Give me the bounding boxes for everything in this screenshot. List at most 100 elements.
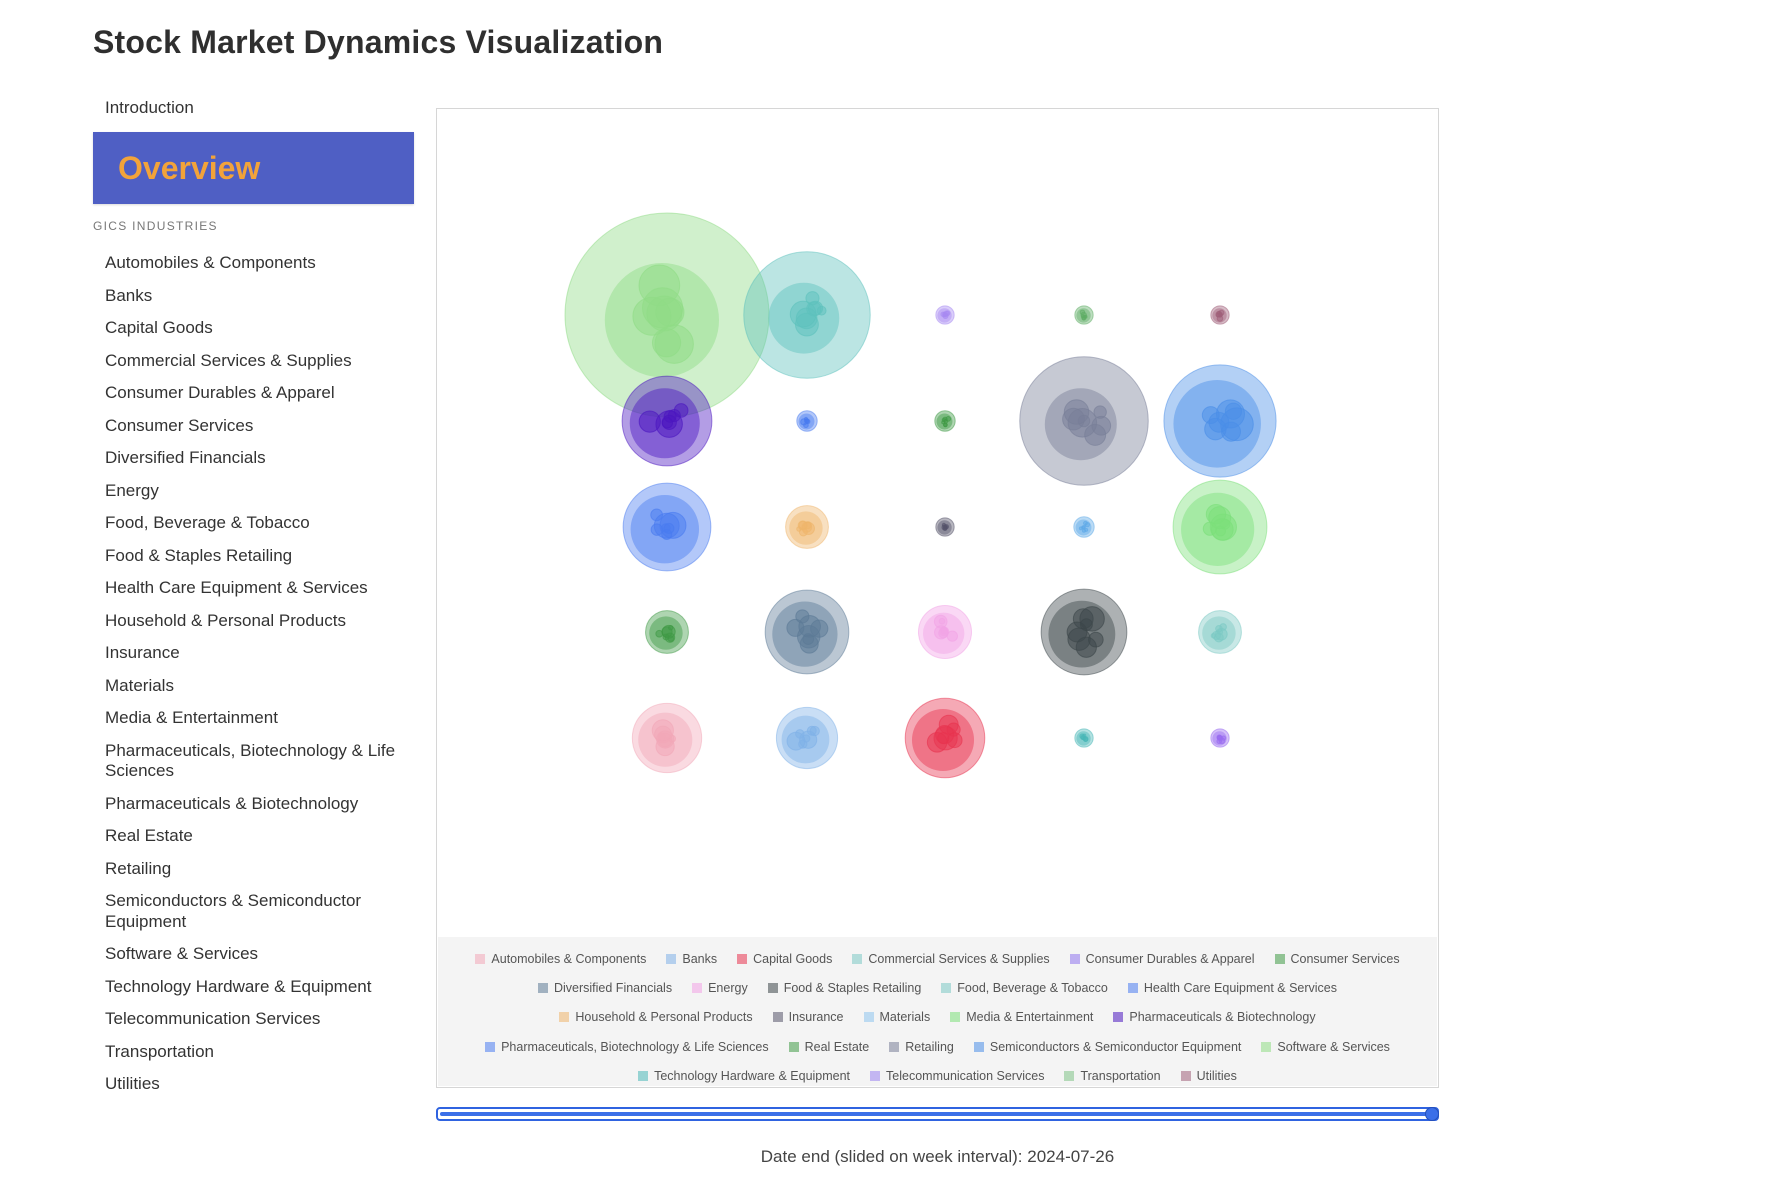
- company-bubble[interactable]: [1220, 421, 1242, 442]
- company-bubble[interactable]: [651, 328, 682, 358]
- nav-item-industry[interactable]: Utilities: [105, 1074, 160, 1093]
- company-bubble[interactable]: [946, 630, 959, 642]
- industry-bubble[interactable]: [631, 702, 703, 774]
- company-bubble[interactable]: [638, 410, 661, 433]
- company-bubble[interactable]: [945, 415, 952, 422]
- nav-item-industry[interactable]: Technology Hardware & Equipment: [105, 976, 372, 996]
- industry-bubble[interactable]: [764, 589, 850, 675]
- legend-item[interactable]: Food, Beverage & Tobacco: [941, 981, 1108, 995]
- industry-bubble[interactable]: [796, 410, 818, 432]
- industry-bubble[interactable]: [1019, 356, 1149, 486]
- industry-bubble[interactable]: [1210, 305, 1230, 325]
- company-bubble[interactable]: [1215, 312, 1221, 318]
- company-bubble[interactable]: [650, 508, 663, 522]
- legend-item[interactable]: Utilities: [1180, 1069, 1237, 1083]
- legend-item[interactable]: Transportation: [1064, 1069, 1161, 1083]
- industry-bubble[interactable]: [621, 375, 713, 467]
- legend-item[interactable]: Food & Staples Retailing: [767, 981, 921, 995]
- nav-item-industry[interactable]: Food & Staples Retailing: [105, 545, 293, 565]
- company-bubble[interactable]: [1210, 518, 1234, 541]
- legend-item[interactable]: Diversified Financials: [537, 981, 672, 995]
- company-bubble[interactable]: [1079, 618, 1093, 632]
- company-bubble[interactable]: [946, 732, 963, 749]
- nav-item-industry[interactable]: Energy: [105, 480, 159, 500]
- nav-item-introduction[interactable]: Introduction: [105, 98, 194, 117]
- legend-item[interactable]: Pharmaceuticals & Biotechnology: [1113, 1010, 1316, 1024]
- legend-item[interactable]: Consumer Services: [1274, 952, 1400, 966]
- company-bubble[interactable]: [941, 524, 948, 531]
- legend-item[interactable]: Retailing: [889, 1040, 954, 1054]
- date-slider[interactable]: [436, 1107, 1439, 1121]
- nav-item-industry[interactable]: Health Care Equipment & Services: [105, 578, 368, 597]
- legend-item[interactable]: Insurance: [772, 1010, 844, 1024]
- industry-bubble[interactable]: [785, 505, 829, 549]
- company-bubble[interactable]: [1081, 525, 1086, 530]
- company-bubble[interactable]: [943, 422, 948, 428]
- legend-item[interactable]: Automobiles & Components: [475, 952, 646, 966]
- company-bubble[interactable]: [1079, 733, 1085, 740]
- nav-item-industry[interactable]: Retailing: [105, 858, 172, 878]
- company-bubble[interactable]: [650, 523, 664, 536]
- legend-item[interactable]: Energy: [692, 981, 748, 995]
- company-bubble[interactable]: [664, 632, 676, 643]
- industry-bubble[interactable]: [1172, 479, 1268, 575]
- industry-bubble[interactable]: [743, 251, 871, 379]
- company-bubble[interactable]: [1084, 423, 1107, 446]
- company-bubble[interactable]: [1216, 735, 1224, 742]
- nav-item-industry[interactable]: Semiconductors & Semiconductor Equipment: [105, 891, 362, 931]
- industry-bubble[interactable]: [935, 305, 955, 325]
- slider-thumb[interactable]: [1425, 1107, 1439, 1121]
- industry-bubble[interactable]: [1073, 516, 1095, 538]
- company-bubble[interactable]: [799, 634, 819, 654]
- legend-item[interactable]: Commercial Services & Supplies: [852, 952, 1050, 966]
- company-bubble[interactable]: [1083, 520, 1088, 526]
- industry-bubble[interactable]: [1198, 610, 1242, 654]
- company-bubble[interactable]: [661, 417, 674, 429]
- company-bubble[interactable]: [804, 418, 809, 423]
- legend-item[interactable]: Software & Services: [1261, 1040, 1390, 1054]
- nav-item-industry[interactable]: Materials: [105, 675, 174, 695]
- company-bubble[interactable]: [933, 625, 949, 640]
- company-bubble[interactable]: [809, 725, 820, 737]
- nav-item-industry[interactable]: Capital Goods: [105, 318, 213, 337]
- legend-item[interactable]: Banks: [666, 952, 717, 966]
- nav-item-overview[interactable]: Overview: [93, 132, 414, 204]
- legend-item[interactable]: Capital Goods: [737, 952, 832, 966]
- nav-item-industry[interactable]: Transportation: [105, 1041, 214, 1061]
- legend-item[interactable]: Telecommunication Services: [870, 1069, 1044, 1083]
- nav-item-industry[interactable]: Pharmaceuticals, Biotechnology & Life Sc…: [105, 740, 396, 781]
- legend-item[interactable]: Pharmaceuticals, Biotechnology & Life Sc…: [485, 1040, 769, 1054]
- nav-item-industry[interactable]: Food, Beverage & Tobacco: [105, 513, 310, 532]
- industry-bubble[interactable]: [564, 212, 770, 418]
- company-bubble[interactable]: [941, 420, 946, 425]
- company-bubble[interactable]: [1079, 309, 1086, 316]
- nav-item-industry[interactable]: Commercial Services & Supplies: [105, 350, 352, 370]
- company-bubble[interactable]: [1081, 316, 1086, 321]
- industry-bubble[interactable]: [1074, 728, 1094, 748]
- nav-item-industry[interactable]: Telecommunication Services: [105, 1009, 321, 1028]
- nav-item-industry[interactable]: Media & Entertainment: [105, 708, 278, 727]
- legend-item[interactable]: Health Care Equipment & Services: [1127, 981, 1337, 995]
- nav-item-industry[interactable]: Consumer Services: [105, 415, 254, 435]
- legend-item[interactable]: Materials: [863, 1010, 930, 1024]
- industry-bubble[interactable]: [1210, 728, 1230, 748]
- industry-bubble[interactable]: [935, 517, 955, 537]
- industry-bubble[interactable]: [1040, 588, 1128, 676]
- company-bubble[interactable]: [651, 719, 674, 742]
- company-bubble[interactable]: [810, 619, 829, 638]
- company-bubble[interactable]: [1063, 399, 1090, 425]
- nav-item-industry[interactable]: Pharmaceuticals & Biotechnology: [105, 793, 359, 813]
- nav-item-industry[interactable]: Automobiles & Components: [105, 253, 316, 272]
- company-bubble[interactable]: [798, 520, 808, 530]
- nav-item-industry[interactable]: Diversified Financials: [105, 448, 266, 467]
- company-bubble[interactable]: [663, 522, 675, 534]
- company-bubble[interactable]: [789, 300, 817, 328]
- legend-item[interactable]: Semiconductors & Semiconductor Equipment: [973, 1040, 1241, 1054]
- nav-item-industry[interactable]: Consumer Durables & Apparel: [105, 383, 335, 402]
- company-bubble[interactable]: [1083, 736, 1089, 743]
- nav-item-industry[interactable]: Banks: [105, 285, 153, 305]
- nav-item-industry[interactable]: Real Estate: [105, 826, 193, 845]
- company-bubble[interactable]: [786, 731, 806, 751]
- company-bubble[interactable]: [1215, 624, 1223, 633]
- industry-bubble[interactable]: [645, 610, 689, 654]
